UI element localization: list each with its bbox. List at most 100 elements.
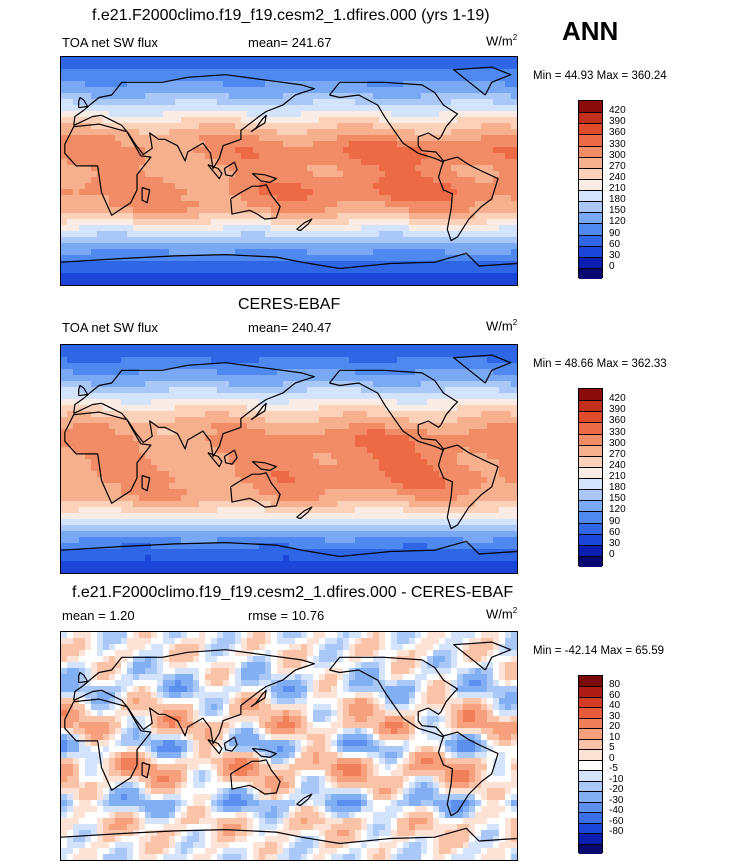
map-cell <box>181 117 188 124</box>
map-cell <box>199 381 206 388</box>
map-cell <box>307 213 314 220</box>
map-cell <box>475 123 482 130</box>
map-cell <box>337 363 344 370</box>
map-cell <box>187 63 194 70</box>
map-cell <box>373 225 380 232</box>
map-cell <box>187 441 194 448</box>
map-cell <box>157 261 164 268</box>
map-cell <box>379 159 386 166</box>
map-cell <box>61 81 68 88</box>
map-cell <box>463 189 470 196</box>
map-cell <box>421 279 428 285</box>
map-cell <box>97 261 104 268</box>
map-cell <box>199 261 206 268</box>
map-cell <box>355 351 362 358</box>
map-cell <box>67 465 74 472</box>
map-cell <box>349 495 356 502</box>
map-cell <box>151 183 158 190</box>
map-cell <box>247 375 254 382</box>
map-cell <box>313 441 320 448</box>
map-cell <box>379 501 386 508</box>
map-cell <box>67 429 74 436</box>
map-cell <box>403 123 410 130</box>
map-cell <box>415 123 422 130</box>
map-cell <box>103 129 110 136</box>
map-cell <box>91 267 98 274</box>
map-cell <box>163 267 170 274</box>
map-cell <box>475 381 482 388</box>
map-cell <box>175 111 182 118</box>
map-cell <box>439 243 446 250</box>
map-cell <box>91 93 98 100</box>
map-cell <box>373 465 380 472</box>
map-cell <box>319 453 326 460</box>
map-cell <box>361 465 368 472</box>
map-cell <box>295 501 302 508</box>
map-cell <box>361 153 368 160</box>
map-cell <box>241 435 248 442</box>
colorbar-tick-label: 270 <box>609 160 626 172</box>
map-cell <box>271 129 278 136</box>
map-cell <box>169 447 176 454</box>
map-cell <box>193 213 200 220</box>
map-cell <box>61 393 68 400</box>
map-cell <box>343 501 350 508</box>
map-cell <box>223 399 230 406</box>
map-cell <box>211 159 218 166</box>
map-cell <box>445 459 452 466</box>
map-cell <box>289 369 296 376</box>
map-cell <box>451 411 458 418</box>
map-cell <box>397 249 404 256</box>
map-cell <box>145 117 152 124</box>
map-cell <box>331 417 338 424</box>
map-cell <box>355 177 362 184</box>
map-cell <box>211 429 218 436</box>
map-cell <box>295 195 302 202</box>
map-cell <box>223 273 230 280</box>
map-cell <box>301 93 308 100</box>
map-cell <box>151 201 158 208</box>
map-cell <box>235 75 242 82</box>
map-cell <box>445 375 452 382</box>
map-cell <box>445 363 452 370</box>
map-cell <box>313 489 320 496</box>
map-cell <box>367 447 374 454</box>
map-cell <box>355 255 362 262</box>
map-cell <box>367 243 374 250</box>
map-cell <box>109 195 116 202</box>
map-cell <box>445 417 452 424</box>
map-cell <box>475 267 482 274</box>
map-cell <box>277 141 284 148</box>
map-cell <box>343 387 350 394</box>
map-cell <box>475 219 482 226</box>
map-cell <box>409 57 416 64</box>
map-cell <box>79 453 86 460</box>
map-cell <box>175 75 182 82</box>
map-cell <box>259 435 266 442</box>
map-cell <box>385 81 392 88</box>
map-cell <box>277 123 284 130</box>
map-cell <box>181 165 188 172</box>
map-cell <box>67 219 74 226</box>
map-cell <box>481 435 488 442</box>
map-cell <box>223 231 230 238</box>
map-cell <box>283 63 290 70</box>
map-cell <box>157 429 164 436</box>
map-cell <box>85 189 92 196</box>
colorbar-tick-label: 240 <box>609 171 626 183</box>
map-cell <box>361 429 368 436</box>
map-cell <box>217 423 224 430</box>
map-cell <box>175 495 182 502</box>
map-cell <box>385 195 392 202</box>
map-cell <box>301 435 308 442</box>
map-cell <box>121 381 128 388</box>
map-cell <box>91 501 98 508</box>
map-cell <box>343 99 350 106</box>
map-cell <box>361 363 368 370</box>
colorbar-swatch <box>579 245 602 257</box>
map-cell <box>253 153 260 160</box>
map-cell <box>205 189 212 196</box>
map-cell <box>391 81 398 88</box>
map-cell <box>355 147 362 154</box>
map-cell <box>103 405 110 412</box>
